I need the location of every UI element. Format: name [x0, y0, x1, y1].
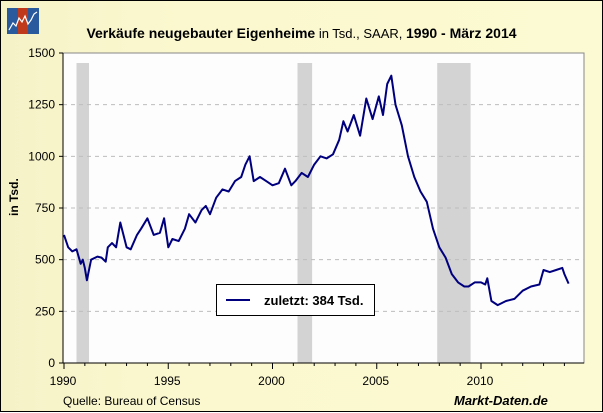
legend: zuletzt: 384 Tsd.	[216, 284, 375, 316]
recession-shade	[437, 63, 471, 363]
x-tick-label: 1990	[50, 374, 77, 388]
legend-line-icon	[226, 299, 250, 301]
y-tick-label: 1250	[28, 98, 55, 112]
y-tick-label: 1500	[28, 46, 55, 60]
title-period: 1990 - März 2014	[406, 25, 517, 41]
y-tick-label: 500	[35, 253, 55, 267]
chart-title: Verkäufe neugebauter Eigenheime in Tsd.,…	[1, 25, 602, 41]
recession-shade	[297, 63, 313, 363]
x-tick-label: 2005	[362, 374, 389, 388]
x-tick-label: 2010	[467, 374, 494, 388]
brand-label: Markt-Daten.de	[454, 393, 548, 408]
title-unit: in Tsd., SAAR,	[315, 26, 406, 41]
source-note: Quelle: Bureau of Census	[63, 394, 201, 408]
x-tick-label: 2000	[258, 374, 285, 388]
x-tick-label: 1995	[154, 374, 181, 388]
title-main: Verkäufe neugebauter Eigenheime	[86, 25, 316, 41]
y-tick-label: 1000	[28, 149, 55, 163]
y-tick-label: 250	[35, 304, 55, 318]
y-tick-label: 750	[35, 201, 55, 215]
y-tick-label: 0	[48, 356, 55, 370]
markt-daten-logo-icon	[7, 8, 40, 34]
data-line	[63, 74, 570, 307]
recession-shade	[76, 63, 90, 363]
legend-label: zuletzt: 384 Tsd.	[264, 292, 364, 308]
